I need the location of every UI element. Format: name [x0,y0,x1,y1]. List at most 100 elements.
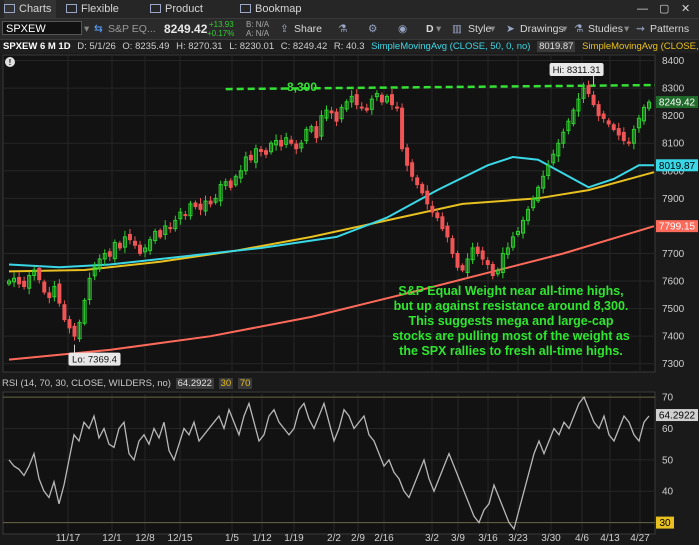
x-tick-label: 12/15 [167,533,192,544]
candle-body [47,292,52,299]
candle-body [238,170,243,179]
rsi-tick-label: 70 [662,393,674,404]
annotation-line: but up against resistance around 8,300. [393,299,629,313]
info-open: O: 8235.49 [122,41,170,52]
sma-50-line [8,155,654,269]
candle-body [132,240,137,246]
info-sma50-value: 8019.87 [537,41,576,52]
candle-body [425,190,430,205]
candle-body [420,184,425,194]
x-tick-label: 4/6 [575,533,589,544]
maximize-icon[interactable]: ▢ [659,3,670,15]
candle-body [12,277,17,283]
flask-icon[interactable]: ⚗ [338,23,348,35]
share-button[interactable]: Share [294,23,323,35]
candle-body [37,267,42,281]
candle-body [395,106,400,109]
info-close: C: 8249.42 [280,41,328,52]
rsi-tick-label: 40 [662,487,674,498]
studies-icon: ⚗ [574,23,584,35]
rsi-header: RSI (14, 70, 30, CLOSE, WILDERS, no) 64.… [2,378,253,389]
candle-body [173,219,178,230]
drawings-button[interactable]: Drawings [520,23,564,35]
sma-100-line [8,171,655,273]
studies-dropdown-icon[interactable]: ▾ [624,23,630,35]
candle-body [586,85,591,95]
camera-icon[interactable]: ◉ [398,23,408,35]
x-tick-label: 1/12 [252,533,272,544]
candle-body [102,252,107,260]
candle-body [319,115,324,137]
candle-body [621,131,626,141]
y-tick-label: 7700 [662,249,685,260]
depth-icon [150,4,161,13]
info-icon [5,57,15,67]
candle-body [415,177,420,186]
candle-body [107,251,112,257]
patterns-icon: ⇝ [636,23,645,35]
candle-body [233,175,238,186]
rsi-tick-label: 60 [662,424,674,435]
tab-label: Charts [19,3,52,15]
candle-body [510,236,515,248]
candle-body [611,124,616,130]
candle-body [27,275,32,289]
candle-body [541,175,546,189]
candle-body [566,120,571,132]
rsi-value-tag: 64.2922 [659,411,696,422]
candle-body [369,98,374,110]
x-tick-label: 4/13 [600,533,620,544]
candle-body [228,180,233,188]
candle-body [591,94,596,106]
rsi-line [8,395,650,531]
studies-button[interactable]: Studies [588,23,624,35]
last-price-tag-box [656,96,698,109]
tab-bookmap[interactable]: Bookmap [240,0,302,18]
rsi-value-tag-box [656,409,698,422]
sma-200-line [8,225,655,361]
patterns-button[interactable]: Patterns [650,23,690,35]
y-tick-label: 8200 [662,111,685,122]
candle-body [52,286,57,298]
x-tick-label: 1/5 [225,533,239,544]
candle-body [364,107,369,111]
candlestick-icon: ▥ [452,23,462,35]
info-sma100-label: SimpleMovingAvg (CLOSE,... [582,41,699,52]
info-high: H: 8270.31 [176,41,223,52]
style-button[interactable]: Style [468,23,492,35]
link-icon[interactable]: ⇆ [94,23,103,35]
last-price-tag: 8249.42 [659,98,696,109]
candle-body [480,250,485,260]
annotation-line: the SPX rallies to fresh all-time highs. [399,344,623,358]
x-tick-label: 3/9 [451,533,465,544]
style-dropdown-icon[interactable]: ▾ [490,23,496,35]
candle-body [631,128,636,144]
period-dropdown-icon[interactable]: ▾ [436,23,442,35]
gear-icon[interactable]: ⚙ [368,23,378,35]
rsi-tick-label: 50 [662,455,674,466]
close-icon[interactable]: ✕ [681,3,691,15]
candle-body [168,227,173,230]
symbol-dropdown-icon[interactable]: ▾ [84,23,90,35]
candle-body [279,139,284,147]
drawings-dropdown-icon[interactable]: ▾ [562,23,568,35]
y-tick-label: 7600 [662,277,685,288]
candle-body [188,203,193,217]
candle-body [243,156,248,172]
candle-body [354,94,359,106]
candle-body [551,153,556,164]
last-price: 8249.42 [164,22,208,36]
candle-body [294,143,299,150]
candle-body [117,242,122,249]
candle-body [112,241,117,260]
minimize-icon[interactable]: — [637,3,648,15]
candle-body [450,238,455,254]
x-tick-label: 2/9 [351,533,365,544]
tab-charts[interactable]: Charts [4,0,56,18]
candle-body [440,216,445,230]
x-tick-label: 12/8 [135,533,155,544]
period-button[interactable]: D [426,23,434,35]
candle-body [349,95,354,103]
symbol-input[interactable]: SPXEW [2,21,82,35]
